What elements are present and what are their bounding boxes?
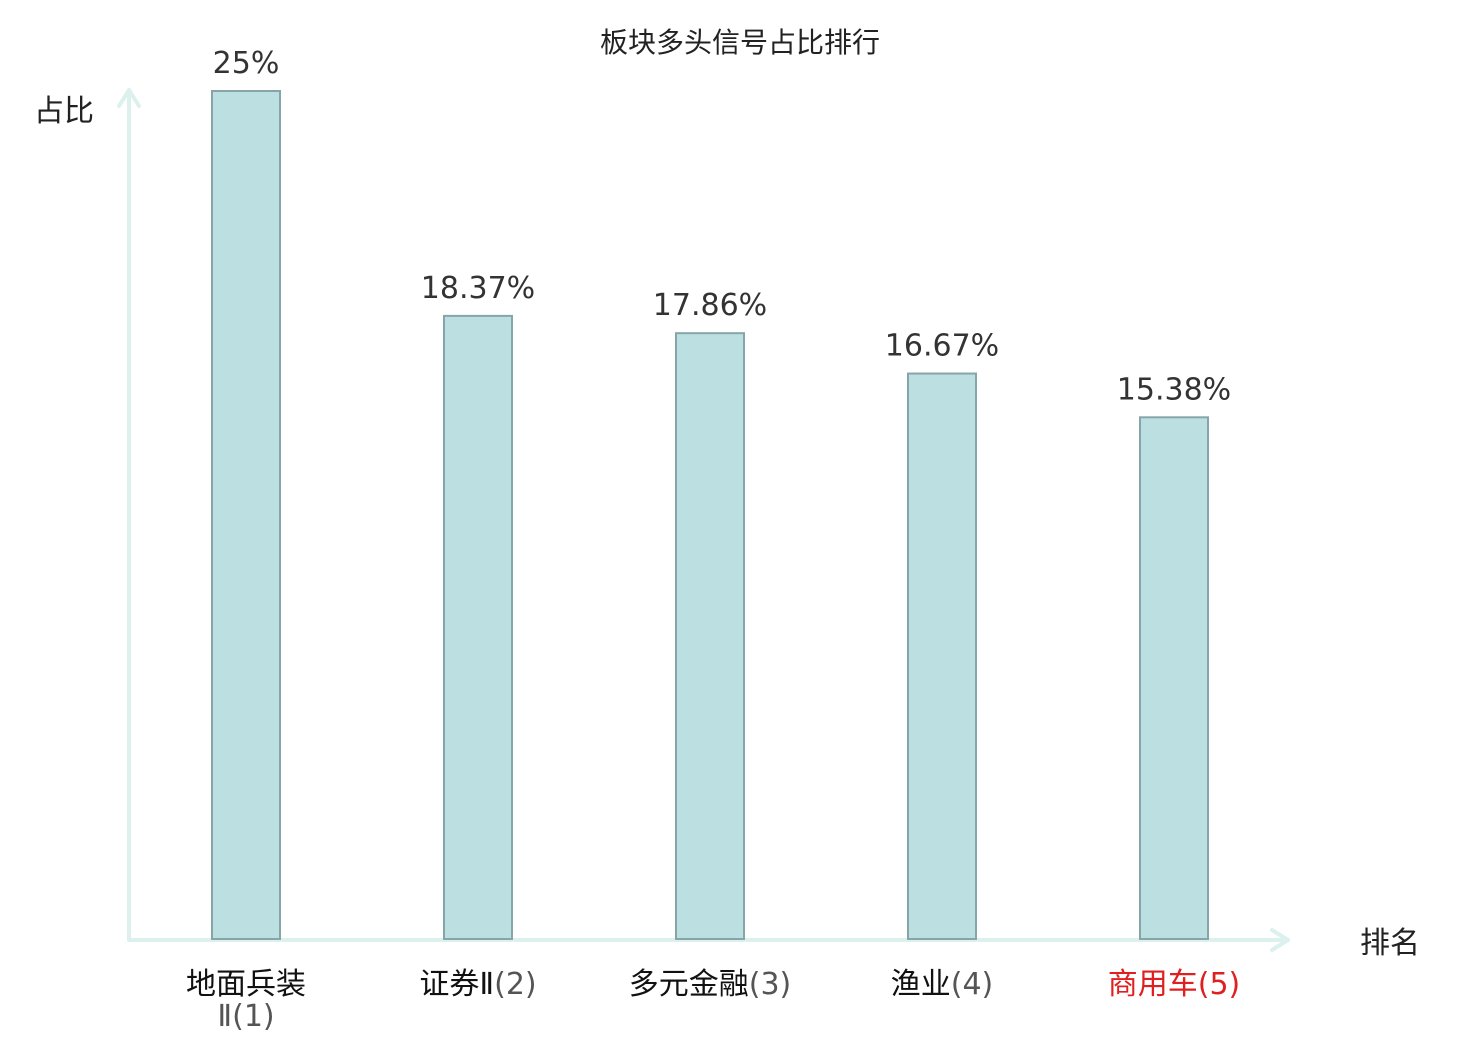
category-rank: (5) (1198, 967, 1241, 1002)
x-axis-arrow (1270, 928, 1290, 952)
category-label: 地面兵装 (186, 967, 306, 1002)
value-label: 25% (213, 46, 280, 81)
bar (211, 90, 281, 940)
bar (675, 332, 745, 941)
value-label: 18.37% (421, 271, 535, 306)
category-label: 证券Ⅱ(2) (419, 967, 536, 1002)
category-rank: (4) (951, 967, 994, 1002)
chart-title: 板块多头信号占比排行 (600, 26, 880, 59)
category-label: 渔业(4) (891, 967, 994, 1002)
category-label: Ⅱ(1) (217, 999, 274, 1034)
bars (211, 90, 1209, 941)
value-labels: 25% 18.37% 17.86% 16.67% 15.38% (213, 46, 1232, 407)
bar (907, 372, 977, 940)
category-name: 证券Ⅱ (419, 967, 494, 1002)
x-axis-label: 排名 (1360, 926, 1420, 961)
category-name: 商用车 (1108, 967, 1198, 1002)
category-rank: (3) (749, 967, 792, 1002)
y-axis-label: 占比 (34, 94, 94, 129)
category-name: 多元金融 (629, 967, 749, 1002)
bar (1139, 416, 1209, 940)
category-rank: (2) (494, 967, 537, 1002)
value-label: 15.38% (1117, 372, 1231, 407)
category-label: 商用车(5) (1108, 967, 1241, 1002)
value-label: 16.67% (885, 329, 999, 364)
category-name: 渔业 (891, 967, 951, 1002)
value-label: 17.86% (653, 288, 767, 323)
category-label: 多元金融(3) (629, 967, 792, 1002)
y-axis-arrow (117, 88, 141, 108)
bar (443, 314, 513, 940)
